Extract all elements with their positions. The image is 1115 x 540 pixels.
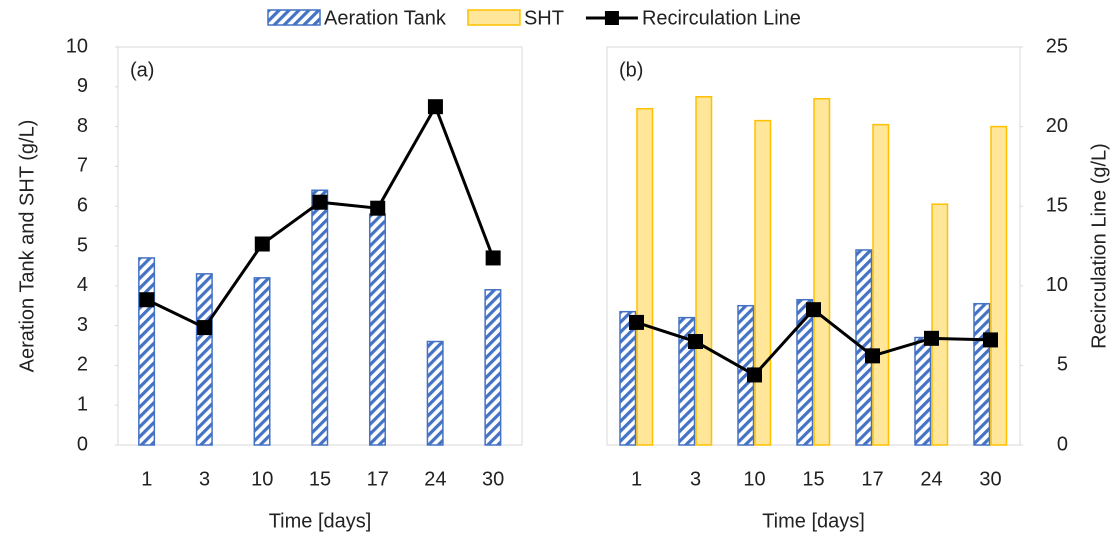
bar — [914, 336, 932, 446]
legend-swatch — [467, 9, 521, 26]
marker — [983, 332, 998, 348]
x-tick-label: 30 — [979, 468, 1001, 490]
y-tick-label: 2 — [77, 354, 88, 376]
y2-tick-label: 0 — [1057, 433, 1068, 455]
x-tick-label: 17 — [861, 468, 883, 490]
y2-tick-label: 10 — [1046, 274, 1068, 296]
marker — [806, 302, 821, 318]
bar — [619, 310, 637, 446]
marker — [865, 348, 880, 364]
marker — [924, 330, 939, 346]
x-tick-label: 1 — [631, 468, 642, 490]
marker — [139, 292, 155, 308]
marker — [370, 200, 386, 216]
bar — [754, 119, 772, 446]
marker — [629, 314, 644, 330]
bar — [990, 125, 1008, 446]
y-axis-title: Aeration Tank and SHT (g/L) — [16, 120, 38, 373]
x-tick-label: 10 — [743, 468, 765, 490]
bar — [195, 273, 213, 446]
y2-tick-label: 20 — [1046, 115, 1068, 137]
marker — [254, 236, 270, 252]
bar — [695, 96, 713, 446]
bar — [484, 289, 502, 446]
y-tick-label: 4 — [77, 274, 88, 296]
legend-label: SHT — [524, 7, 564, 29]
x-tick-label: 10 — [251, 468, 273, 490]
y-tick-label: 10 — [66, 35, 88, 57]
marker — [312, 194, 328, 210]
y-tick-label: 5 — [77, 234, 88, 256]
bar — [796, 298, 814, 446]
bar — [872, 123, 890, 446]
marker — [485, 250, 501, 266]
y-tick-label: 3 — [77, 314, 88, 336]
legend-swatch — [604, 11, 619, 25]
y-tick-label: 6 — [77, 194, 88, 216]
legend-swatch — [267, 9, 321, 26]
bar — [311, 189, 329, 446]
x-tick-label: 30 — [482, 468, 504, 490]
x-tick-label: 15 — [802, 468, 824, 490]
marker — [197, 320, 213, 336]
x-tick-label: 24 — [920, 468, 942, 490]
legend: Aeration Tank SHT Recirculation Line — [267, 7, 801, 29]
marker — [747, 367, 762, 383]
bar — [678, 316, 696, 446]
bar — [368, 213, 386, 446]
x-tick-label: 1 — [141, 468, 152, 490]
marker — [427, 99, 443, 115]
x-axis-title: Time [days] — [762, 510, 865, 532]
y-tick-label: 9 — [77, 75, 88, 97]
x-axis-title: Time [days] — [269, 510, 372, 532]
y-tick-label: 7 — [77, 155, 88, 177]
bar — [426, 340, 444, 446]
y-tick-label: 0 — [77, 433, 88, 455]
x-tick-label: 24 — [424, 468, 446, 490]
y2-tick-label: 25 — [1046, 35, 1068, 57]
bar — [636, 107, 654, 446]
panel-label: (a) — [130, 59, 154, 81]
marker — [688, 334, 703, 350]
x-tick-label: 15 — [309, 468, 331, 490]
y-tick-label: 1 — [77, 393, 88, 415]
legend-label: Recirculation Line — [642, 7, 801, 29]
y2-tick-label: 15 — [1046, 194, 1068, 216]
y2-tick-label: 5 — [1057, 354, 1068, 376]
x-tick-label: 3 — [690, 468, 701, 490]
bar — [253, 277, 271, 446]
x-tick-label: 17 — [367, 468, 389, 490]
x-tick-label: 3 — [199, 468, 210, 490]
panel-label: (b) — [619, 59, 643, 81]
bar — [931, 203, 949, 446]
legend-label: Aeration Tank — [324, 7, 447, 29]
bar — [973, 302, 991, 446]
y2-axis-title: Recirculation Line (g/L) — [1088, 143, 1110, 349]
bar — [813, 97, 831, 446]
bar — [138, 257, 156, 446]
y-tick-label: 8 — [77, 115, 88, 137]
